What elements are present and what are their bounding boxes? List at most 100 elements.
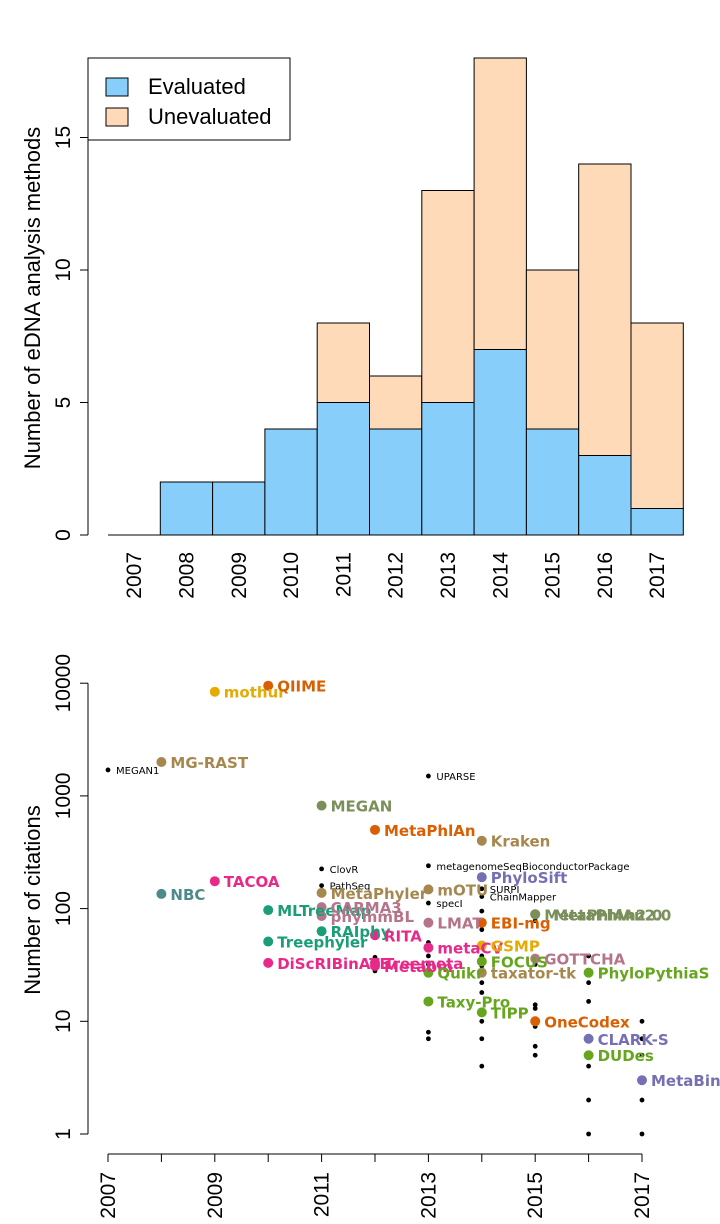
point-phylosift	[476, 872, 487, 883]
bar-evaluated-2017	[630, 508, 684, 536]
bottom-y-axis-label: Number of citations	[20, 805, 45, 995]
point-carma3	[316, 902, 327, 913]
point-dudes	[583, 1050, 594, 1061]
point-label-rita: RITA	[384, 927, 422, 945]
point-treephyler	[263, 936, 274, 947]
data-point	[532, 1043, 538, 1049]
y-tick-label-15: 15	[52, 126, 75, 149]
point-label-taxator-tk: taxator-tk	[491, 965, 577, 983]
data-point	[586, 980, 591, 986]
bar-unevaluated-2014	[473, 57, 527, 350]
y-tick-label-1: 1	[52, 1128, 75, 1140]
point-label-motu: mOTU	[437, 881, 488, 899]
point-label-nbc: NBC	[170, 886, 205, 904]
point-quikr	[423, 967, 434, 978]
point-label-speci: specI	[436, 899, 462, 910]
point-label-phylosift: PhyloSift	[491, 869, 568, 887]
legend-label-unevaluated: Unevaluated	[148, 104, 272, 129]
point-label-clovr: ClovR	[330, 865, 359, 876]
point-label-gsmp: GSMP	[491, 938, 540, 956]
point-pathseq	[319, 883, 324, 888]
point-mltreemap	[263, 905, 274, 916]
point-label-metacv: metaCV	[437, 940, 503, 958]
point-label-chainmapper: ChainMapper	[490, 893, 557, 904]
x-tick-label-2010: 2010	[280, 552, 303, 599]
point-label-focus: FOCUS	[491, 953, 548, 971]
data-point	[479, 908, 485, 914]
y-tick-label-10: 10	[52, 258, 75, 281]
point-onecodex	[530, 1016, 541, 1027]
data-point	[586, 1131, 591, 1137]
point-label-treemeta: Treemeta	[384, 955, 463, 973]
x-tick-label-2011: 2011	[332, 552, 355, 597]
point-metabin	[370, 960, 380, 971]
x-tick-label-2014: 2014	[489, 552, 512, 599]
citation-scatter-plot: Number of citations 1 10 100 1000 10000 2007 2…	[20, 654, 720, 1219]
bar-evaluated-2008	[159, 481, 214, 536]
point-label-mg-rast: MG-RAST	[170, 754, 248, 772]
point-metaphlan2-0	[530, 909, 541, 920]
y-tick-label-0: 0	[52, 529, 75, 541]
point-clark-s	[583, 1033, 594, 1044]
y-tick-label-10000: 10000	[52, 654, 75, 712]
point-label-treephyler: Treephyler	[277, 934, 368, 952]
point-taxator-tk	[476, 967, 487, 978]
bar-evaluated-2015	[525, 428, 580, 536]
point-megan	[316, 800, 327, 811]
point-speci	[426, 900, 431, 906]
point-label-metaphlan: MetaPhlAn	[384, 822, 476, 840]
x-tick-label-2008: 2008	[175, 552, 198, 599]
point-label-taxy-pro: Taxy-Pro	[437, 993, 510, 1011]
x-tick-label-2017: 2017	[646, 552, 669, 599]
bar-unevaluated-2015	[525, 269, 580, 430]
point-mg-rast	[156, 756, 167, 767]
point-label-carma3: CARMA3	[331, 899, 402, 917]
x-tick-label-2009: 2009	[228, 552, 251, 599]
bar-evaluated-2016	[578, 455, 632, 536]
point-qiime	[263, 680, 274, 691]
bar-unevaluated-2011	[316, 322, 371, 403]
legend-swatch-unevaluated	[105, 107, 129, 127]
point-label-raiphy: RAIphy	[331, 923, 391, 941]
point-surpi	[479, 886, 485, 892]
point-label-quikr: Quikr	[437, 965, 484, 983]
point-label-dudes: DUDes	[598, 1047, 654, 1065]
data-point	[639, 1036, 645, 1042]
data-point	[532, 918, 538, 924]
point-label-surpi: SURPI	[490, 885, 520, 896]
point-label-onecodex: OneCodex	[544, 1013, 630, 1031]
bar-unevaluated-2012	[369, 375, 423, 430]
point-megan1	[105, 767, 111, 773]
data-point	[479, 990, 485, 995]
x-tick-label-2016: 2016	[594, 552, 617, 599]
point-ebi-mg	[476, 917, 487, 928]
x-tick-label-2013: 2013	[417, 1172, 440, 1219]
point-label-metaphlan2-0: MetaPhlAn2.0	[553, 906, 671, 924]
point-label-tacoa: TACOA	[224, 873, 280, 891]
data-point	[479, 980, 485, 986]
y-tick-label-1000: 1000	[52, 773, 75, 820]
point-metaphlan	[370, 824, 380, 835]
data-point	[586, 953, 591, 959]
point-label-mothur: mothur	[224, 684, 286, 702]
data-point	[426, 961, 431, 967]
point-focus	[476, 956, 487, 967]
legend-label-evaluated: Evaluated	[148, 74, 246, 99]
data-point	[426, 1029, 431, 1035]
point-nbc	[156, 888, 167, 899]
point-label-phymmbl: phymmBL	[331, 908, 415, 926]
point-label-megan: MEGAN	[331, 798, 393, 816]
bar-evaluated-2010	[264, 428, 318, 536]
x-tick-label-2012: 2012	[385, 552, 408, 599]
bar-evaluated-2012	[369, 428, 423, 536]
point-label-ebi-mg: EBI-mg	[491, 915, 551, 933]
point-metacv	[423, 942, 434, 953]
point-metaphyler	[316, 887, 327, 898]
y-tick-label-10: 10	[52, 1010, 75, 1033]
bar-evaluated-2013	[421, 402, 475, 536]
bar-evaluated-2011	[316, 402, 371, 536]
point-metabing2	[637, 1075, 647, 1086]
point-label-gottcha: GOTTCHA	[544, 951, 625, 969]
point-taxy-pro	[423, 996, 434, 1007]
data-point	[532, 1002, 538, 1008]
